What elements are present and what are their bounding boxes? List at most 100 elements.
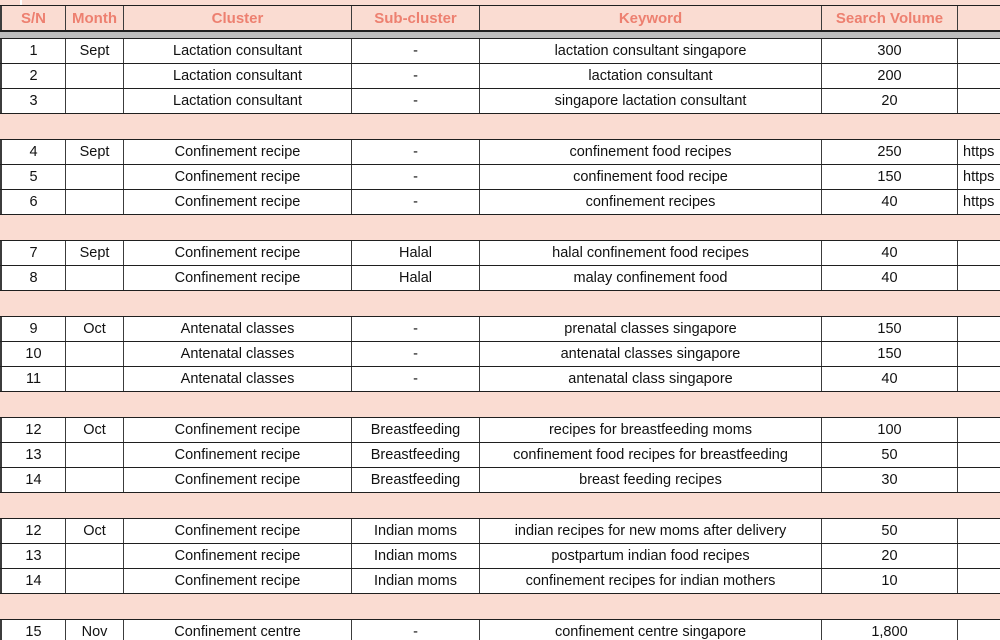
separator-row[interactable] — [0, 392, 1000, 418]
cell-keyword[interactable]: confinement food recipe — [480, 165, 822, 189]
cell-volume[interactable]: 50 — [822, 519, 958, 543]
cell-volume[interactable]: 10 — [822, 569, 958, 593]
cell-url[interactable]: https — [963, 169, 995, 185]
cell-keyword[interactable]: confinement recipes — [480, 190, 822, 214]
cell-sn[interactable]: 13 — [0, 443, 66, 467]
cell-month[interactable]: Oct — [66, 317, 124, 341]
cell-month[interactable]: Sept — [66, 140, 124, 164]
cell-month[interactable] — [66, 165, 124, 189]
cell-month[interactable] — [66, 89, 124, 113]
header-cell-url[interactable] — [958, 6, 1000, 30]
separator-row[interactable] — [0, 493, 1000, 519]
cell-cluster[interactable]: Confinement recipe — [124, 241, 352, 265]
cell-month[interactable] — [66, 342, 124, 366]
cell-cluster[interactable]: Confinement recipe — [124, 266, 352, 290]
cell-sn[interactable]: 12 — [0, 519, 66, 543]
cell-subcluster[interactable]: - — [352, 367, 480, 391]
cell-month[interactable]: Sept — [66, 241, 124, 265]
cell-url[interactable] — [958, 418, 1000, 442]
cell-subcluster[interactable]: Halal — [352, 241, 480, 265]
cell-url[interactable] — [958, 342, 1000, 366]
cell-month[interactable] — [66, 544, 124, 568]
cell-keyword[interactable]: confinement centre singapore — [480, 620, 822, 640]
separator-row[interactable] — [0, 114, 1000, 140]
cell-subcluster[interactable]: - — [352, 64, 480, 88]
cell-url[interactable]: https — [963, 194, 995, 210]
cell-cluster[interactable]: Confinement recipe — [124, 165, 352, 189]
cell-month[interactable] — [66, 468, 124, 492]
cell-subcluster[interactable]: - — [352, 317, 480, 341]
cell-volume[interactable]: 40 — [822, 266, 958, 290]
cell-keyword[interactable]: recipes for breastfeeding moms — [480, 418, 822, 442]
cell-sn[interactable]: 8 — [0, 266, 66, 290]
cell-subcluster[interactable]: - — [352, 89, 480, 113]
cell-sn[interactable]: 14 — [0, 569, 66, 593]
cell-subcluster[interactable]: Breastfeeding — [352, 443, 480, 467]
cell-keyword[interactable]: malay confinement food — [480, 266, 822, 290]
cell-volume[interactable]: 250 — [822, 140, 958, 164]
cell-month[interactable]: Oct — [66, 418, 124, 442]
cell-volume[interactable]: 40 — [822, 367, 958, 391]
cell-month[interactable] — [66, 190, 124, 214]
cell-sn[interactable]: 15 — [0, 620, 66, 640]
cell-month[interactable]: Sept — [66, 39, 124, 63]
cell-volume[interactable]: 20 — [822, 544, 958, 568]
cell-subcluster[interactable]: Indian moms — [352, 544, 480, 568]
cell-url[interactable] — [958, 468, 1000, 492]
cell-cluster[interactable]: Confinement recipe — [124, 190, 352, 214]
cell-volume[interactable]: 300 — [822, 39, 958, 63]
cell-url[interactable] — [958, 89, 1000, 113]
header-cell-month[interactable]: Month — [66, 6, 124, 30]
cell-keyword[interactable]: indian recipes for new moms after delive… — [480, 519, 822, 543]
separator-row[interactable] — [0, 215, 1000, 241]
cell-subcluster[interactable]: Indian moms — [352, 519, 480, 543]
cell-keyword[interactable]: confinement food recipes for breastfeedi… — [480, 443, 822, 467]
cell-url[interactable] — [958, 39, 1000, 63]
cell-cluster[interactable]: Confinement recipe — [124, 443, 352, 467]
header-cell-volume[interactable]: Search Volume — [822, 6, 958, 30]
cell-url[interactable] — [958, 266, 1000, 290]
cell-subcluster[interactable]: - — [352, 165, 480, 189]
cell-cluster[interactable]: Confinement recipe — [124, 140, 352, 164]
cell-subcluster[interactable]: Breastfeeding — [352, 418, 480, 442]
cell-cluster[interactable]: Confinement centre — [124, 620, 352, 640]
cell-sn[interactable]: 12 — [0, 418, 66, 442]
cell-sn[interactable]: 9 — [0, 317, 66, 341]
cell-cluster[interactable]: Confinement recipe — [124, 468, 352, 492]
cell-sn[interactable]: 3 — [0, 89, 66, 113]
cell-keyword[interactable]: lactation consultant singapore — [480, 39, 822, 63]
cell-url[interactable] — [958, 241, 1000, 265]
cell-cluster[interactable]: Confinement recipe — [124, 544, 352, 568]
header-cell-sn[interactable]: S/N — [0, 6, 66, 30]
cell-month[interactable] — [66, 367, 124, 391]
cell-month[interactable]: Nov — [66, 620, 124, 640]
cell-volume[interactable]: 150 — [822, 165, 958, 189]
cell-keyword[interactable]: breast feeding recipes — [480, 468, 822, 492]
cell-url[interactable] — [958, 620, 1000, 640]
cell-keyword[interactable]: antenatal class singapore — [480, 367, 822, 391]
cell-volume[interactable]: 50 — [822, 443, 958, 467]
cell-month[interactable] — [66, 443, 124, 467]
cell-keyword[interactable]: prenatal classes singapore — [480, 317, 822, 341]
cell-volume[interactable]: 200 — [822, 64, 958, 88]
cell-volume[interactable]: 20 — [822, 89, 958, 113]
cell-url[interactable] — [958, 544, 1000, 568]
cell-month[interactable] — [66, 569, 124, 593]
cell-cluster[interactable]: Confinement recipe — [124, 519, 352, 543]
cell-keyword[interactable]: lactation consultant — [480, 64, 822, 88]
cell-volume[interactable]: 1,800 — [822, 620, 958, 640]
cell-keyword[interactable]: antenatal classes singapore — [480, 342, 822, 366]
separator-row[interactable] — [0, 594, 1000, 620]
cell-sn[interactable]: 13 — [0, 544, 66, 568]
cell-subcluster[interactable]: - — [352, 39, 480, 63]
cell-url[interactable] — [958, 569, 1000, 593]
cell-sn[interactable]: 7 — [0, 241, 66, 265]
cell-url[interactable] — [958, 64, 1000, 88]
cell-keyword[interactable]: confinement food recipes — [480, 140, 822, 164]
cell-sn[interactable]: 10 — [0, 342, 66, 366]
cell-keyword[interactable]: postpartum indian food recipes — [480, 544, 822, 568]
cell-volume[interactable]: 100 — [822, 418, 958, 442]
cell-volume[interactable]: 40 — [822, 241, 958, 265]
cell-sn[interactable]: 5 — [0, 165, 66, 189]
cell-sn[interactable]: 1 — [0, 39, 66, 63]
